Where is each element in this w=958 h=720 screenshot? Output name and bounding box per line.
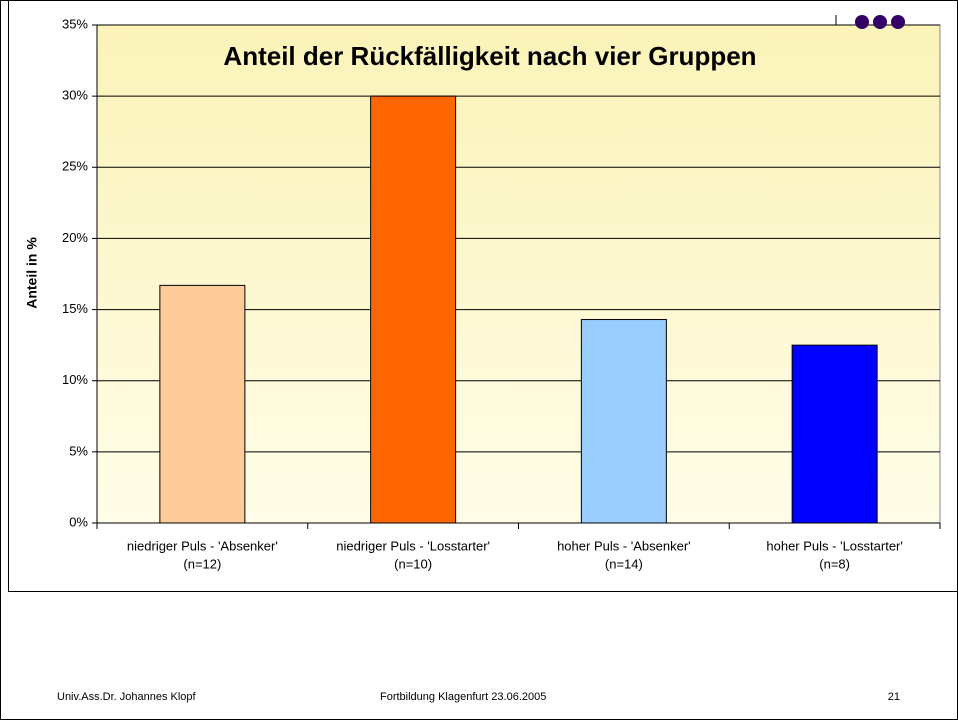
- y-tick-label: 10%: [62, 372, 88, 387]
- bar: [580, 319, 667, 524]
- y-tick-label: 15%: [62, 301, 88, 316]
- decor-dot: [855, 15, 869, 29]
- y-tick-label: 20%: [62, 230, 88, 245]
- x-tick-label: (n=14): [605, 556, 643, 571]
- decor-dot: [873, 15, 887, 29]
- y-tick-label: 0%: [69, 514, 88, 529]
- footer-author: Univ.Ass.Dr. Johannes Klopf: [57, 691, 197, 703]
- x-tick-label: niedriger Puls - 'Losstarter': [336, 538, 490, 553]
- y-axis-label: Anteil in %: [24, 237, 40, 309]
- y-tick-label: 30%: [62, 88, 88, 103]
- decor-dot: [891, 15, 905, 29]
- bars: [159, 95, 878, 524]
- x-tick-label: niedriger Puls - 'Absenker': [127, 538, 278, 553]
- x-tick-label: (n=12): [183, 556, 221, 571]
- x-tick-label: (n=10): [394, 556, 432, 571]
- y-tick-label: 25%: [62, 159, 88, 174]
- bar: [370, 95, 457, 524]
- x-tick-label: hoher Puls - 'Absenker': [557, 538, 691, 553]
- bar: [791, 344, 878, 524]
- y-tick-label: 5%: [69, 443, 88, 458]
- footer-event: Fortbildung Klagenfurt 23.06.2005: [380, 691, 546, 703]
- y-tick-label: 35%: [62, 16, 88, 31]
- x-tick-label: hoher Puls - 'Losstarter': [766, 538, 902, 553]
- bar: [159, 284, 246, 524]
- page-number: 21: [888, 691, 900, 703]
- x-tick-label: (n=8): [819, 556, 850, 571]
- chart-title: Anteil der Rückfälligkeit nach vier Grup…: [223, 41, 756, 71]
